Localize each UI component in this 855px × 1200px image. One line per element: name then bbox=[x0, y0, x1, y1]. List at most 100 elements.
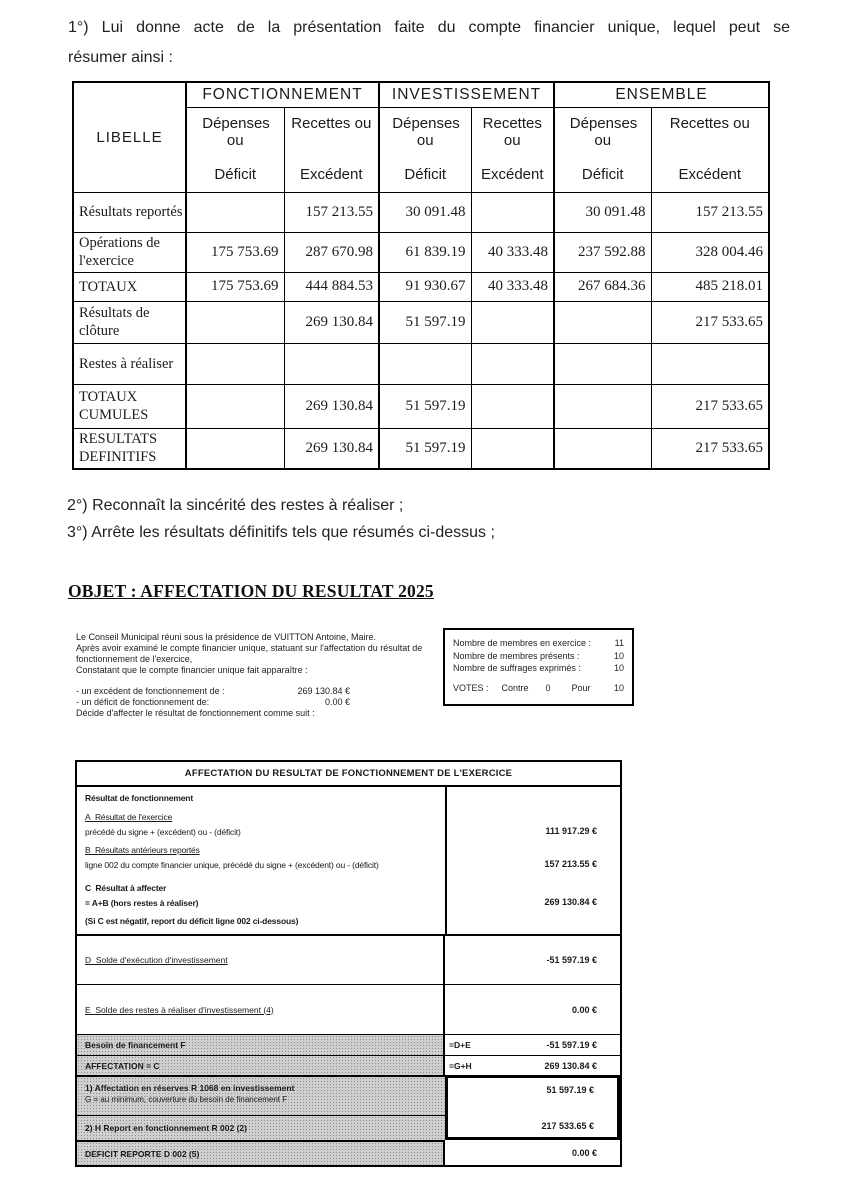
table-cell bbox=[470, 342, 555, 385]
table-cell: 444 884.53 bbox=[283, 271, 380, 302]
table-cell: 217 533.65 bbox=[650, 427, 770, 470]
table-cell bbox=[185, 383, 285, 429]
members-presents-row: Nombre de membres présents : 10 bbox=[453, 650, 624, 663]
pour-label: Pour bbox=[571, 682, 591, 693]
subheader-bottom-label: Déficit bbox=[581, 165, 624, 183]
subheader-depenses-fonctionnement: Dépenses ou Déficit bbox=[185, 106, 285, 193]
subheader-bottom-label: Excédent bbox=[480, 165, 544, 183]
table-cell bbox=[650, 342, 770, 385]
table-cell: 40 333.48 bbox=[470, 271, 555, 302]
row-d-value: -51 597.19 € bbox=[546, 955, 597, 965]
row-2-label: 2) H Report en fonctionnement R 002 (2) bbox=[77, 1115, 445, 1140]
subheader-top-label: Dépenses ou bbox=[569, 114, 638, 149]
line-c-title: C Résultat à affecter bbox=[85, 883, 167, 893]
financial-summary-table: LIBELLE FONCTIONNEMENT INVESTISSEMENT EN… bbox=[72, 81, 771, 470]
intro-paragraph: 1°) Lui donne acte de la présentation fa… bbox=[68, 13, 790, 73]
row-3-label: DEFICIT REPORTE D 002 (5) bbox=[77, 1140, 445, 1165]
row-label: Résultats reportés bbox=[72, 191, 187, 233]
row-g-formula: =G+H bbox=[449, 1060, 472, 1071]
group-header-investissement: INVESTISSEMENT bbox=[378, 81, 555, 108]
table-row: Restes à réaliser bbox=[72, 342, 770, 385]
row-1-sublabel: G = au minimum, couverture du besoin de … bbox=[85, 1095, 288, 1104]
row-g-label: AFFECTATION = C bbox=[77, 1056, 445, 1075]
contre-value: 0 bbox=[545, 682, 551, 693]
table-cell: 217 533.65 bbox=[650, 383, 770, 429]
point-3: 3°) Arrête les résultats définitifs tels… bbox=[67, 524, 495, 541]
row-label: RESULTATS DEFINITIFS bbox=[72, 427, 187, 470]
delib-para-4: Décide d'affecter le résultat de fonctio… bbox=[76, 708, 315, 718]
row-1-value: 51 597.19 € bbox=[445, 1075, 620, 1115]
row-e-label: E Solde des restes à réaliser d'investis… bbox=[85, 1004, 274, 1015]
row-besoin-financement: Besoin de financement F =D+E -51 597.19 … bbox=[77, 1034, 620, 1055]
libelle-header: LIBELLE bbox=[72, 81, 187, 193]
subheader-bottom-label: Excédent bbox=[299, 165, 363, 183]
table-cell bbox=[470, 427, 555, 470]
subheader-bottom-label: Déficit bbox=[214, 165, 257, 183]
deficit-value: 0.00 € bbox=[324, 697, 350, 707]
table-cell: 51 597.19 bbox=[378, 427, 472, 470]
members-presents-label: Nombre de membres présents : bbox=[453, 650, 580, 661]
subheader-top-label: Recettes ou bbox=[291, 114, 372, 132]
members-exercice-value: 11 bbox=[614, 638, 624, 648]
row-f-formula: =D+E bbox=[449, 1040, 471, 1050]
table-cell bbox=[553, 342, 652, 385]
table-cell bbox=[185, 191, 285, 233]
table-cell bbox=[553, 383, 652, 429]
suffrages-value: 10 bbox=[613, 663, 624, 673]
members-exercice-label: Nombre de membres en exercice : bbox=[453, 638, 592, 648]
line-c-note: (Si C est négatif, report du déficit lig… bbox=[85, 916, 299, 926]
subheader-top-label: Recettes ou bbox=[669, 114, 750, 132]
value-a: 111 917.29 € bbox=[545, 826, 597, 836]
table-cell: 485 218.01 bbox=[650, 271, 770, 302]
table-cell: 269 130.84 bbox=[283, 427, 380, 470]
value-b: 157 213.55 € bbox=[544, 859, 597, 869]
table-cell: 175 753.69 bbox=[185, 231, 285, 273]
table-cell: 217 533.65 bbox=[650, 300, 770, 344]
line-resultat-fonctionnement: Résultat de fonctionnement bbox=[85, 793, 194, 803]
table-row: Résultats de clôture 269 130.84 51 597.1… bbox=[72, 300, 770, 344]
row-d-label: D Solde d'exécution d'investissement bbox=[85, 955, 228, 965]
deficit-label: - un déficit de fonctionnement de: bbox=[76, 697, 210, 707]
pour-value: 10 bbox=[613, 682, 624, 693]
votes-label: VOTES : bbox=[453, 682, 489, 693]
table-row: Résultats reportés 157 213.55 30 091.48 … bbox=[72, 191, 770, 233]
affectation-table-title: AFFECTATION DU RESULTAT DE FONCTIONNEMEN… bbox=[77, 762, 620, 787]
table-cell bbox=[185, 342, 285, 385]
votes-line: VOTES : Contre 0 Pour 10 bbox=[453, 682, 624, 695]
table-cell bbox=[470, 383, 555, 429]
suffrages-label: Nombre de suffrages exprimés : bbox=[453, 663, 581, 673]
table-cell bbox=[283, 342, 380, 385]
table-cell: 91 930.67 bbox=[378, 271, 472, 302]
subheader-depenses-ensemble: Dépenses ou Déficit bbox=[553, 106, 652, 193]
table-cell: 51 597.19 bbox=[378, 383, 472, 429]
table-cell bbox=[470, 300, 555, 344]
point-2: 2°) Reconnaît la sincérité des restes à … bbox=[67, 497, 404, 514]
row-2-value: 217 533.65 € bbox=[445, 1115, 620, 1140]
delib-para-2b: fonctionnement de l'exercice, bbox=[76, 654, 193, 664]
subheader-depenses-investissement: Dépenses ou Déficit bbox=[378, 106, 472, 193]
suffrages-row: Nombre de suffrages exprimés : 10 bbox=[453, 662, 624, 675]
row-1-label: 1) Affectation en réserves R 1068 en inv… bbox=[85, 1083, 295, 1093]
table-cell: 157 213.55 bbox=[650, 191, 770, 233]
delib-para-2a: Après avoir examiné le compte financier … bbox=[76, 643, 423, 653]
table-cell: 157 213.55 bbox=[283, 191, 380, 233]
table-cell bbox=[553, 300, 652, 344]
excedent-label: - un excédent de fonctionnement de : bbox=[76, 686, 225, 696]
row-g-value: 269 130.84 € bbox=[544, 1060, 597, 1071]
row-solde-restes: E Solde des restes à réaliser d'investis… bbox=[77, 984, 620, 1034]
subheader-recettes-fonctionnement: Recettes ou Excédent bbox=[283, 106, 380, 193]
subheader-bottom-label: Excédent bbox=[678, 165, 742, 183]
table-cell: 175 753.69 bbox=[185, 271, 285, 302]
table-cell: 237 592.88 bbox=[553, 231, 652, 273]
table-cell bbox=[185, 300, 285, 344]
table-cell bbox=[185, 427, 285, 470]
row-label: TOTAUX bbox=[72, 271, 187, 302]
excedent-row: - un excédent de fonctionnement de : 269… bbox=[76, 686, 350, 697]
subheader-top-label: Recettes ou bbox=[482, 114, 542, 149]
value-c: 269 130.84 € bbox=[544, 897, 597, 907]
table-cell: 267 684.36 bbox=[553, 271, 652, 302]
line-c-desc: = A+B (hors restes à réaliser) bbox=[85, 898, 199, 908]
members-exercice-row: Nombre de membres en exercice : 11 bbox=[453, 637, 624, 650]
table-row: TOTAUX 175 753.69 444 884.53 91 930.67 4… bbox=[72, 271, 770, 302]
table-cell bbox=[553, 427, 652, 470]
